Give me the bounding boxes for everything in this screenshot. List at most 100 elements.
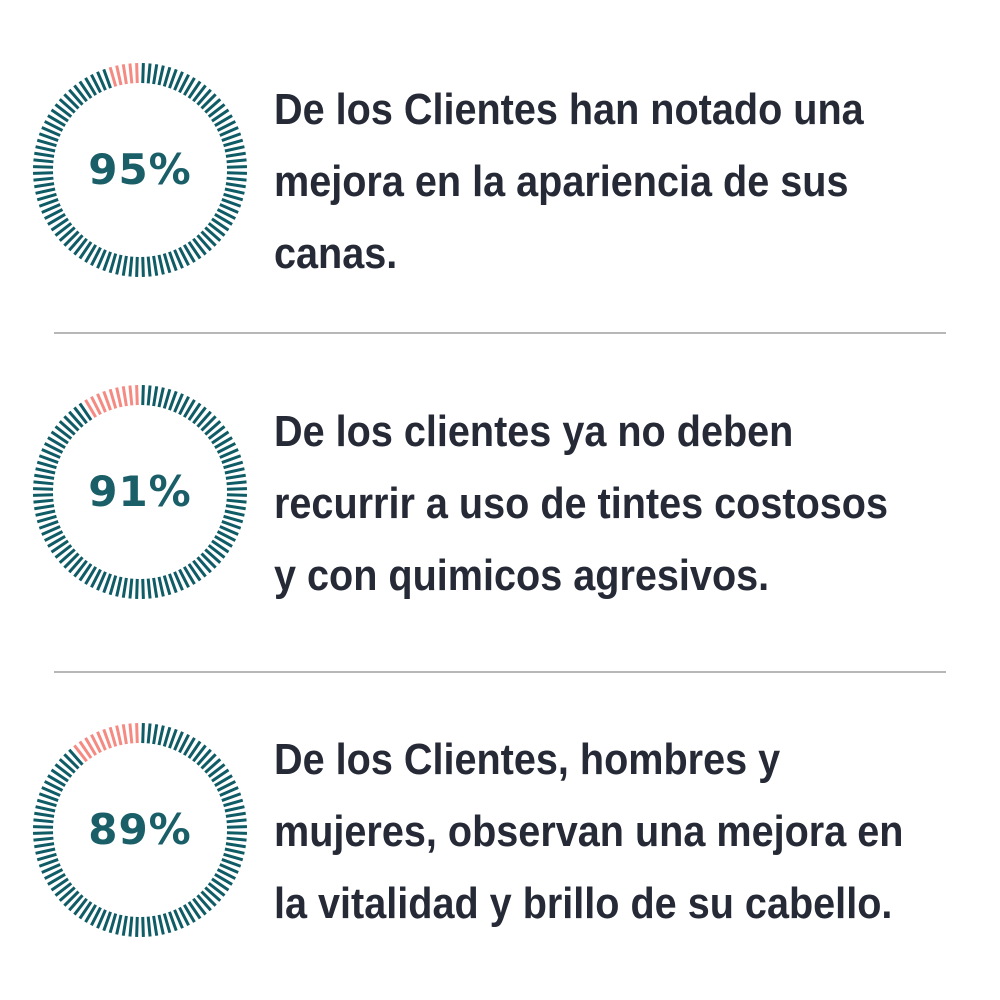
ring-tick-filled — [196, 556, 212, 574]
ring-tick-filled — [223, 138, 244, 148]
ring-tick-filled — [196, 88, 212, 106]
ring-tick-filled — [182, 566, 196, 585]
ring-tick-filled — [192, 406, 207, 425]
stat-description: De los clientes ya no deben recurrir a u… — [274, 407, 888, 600]
ring-tick-filled — [33, 176, 54, 182]
ring-tick-filled — [33, 165, 54, 169]
ring-tick-filled — [211, 539, 230, 554]
ring-tick-filled — [216, 120, 237, 132]
ring-tick-remaining — [78, 740, 93, 759]
ring-tick-remaining — [128, 723, 134, 744]
ring-tick-filled — [182, 904, 196, 923]
ring-tick-filled — [36, 460, 57, 470]
ring-tick-filled — [214, 774, 233, 788]
ring-tick-filled — [115, 914, 123, 935]
ring-tick-filled — [207, 103, 226, 118]
ring-tick-filled — [162, 726, 172, 747]
ring-tick-filled — [47, 534, 66, 548]
ring-tick-remaining — [121, 64, 128, 85]
ring-tick-filled — [41, 863, 61, 874]
ring-tick-filled — [157, 576, 165, 597]
ring-tick-filled — [63, 93, 80, 110]
ring-tick-filled — [219, 863, 239, 874]
ring-tick-filled — [152, 255, 159, 276]
ring-tick-filled — [182, 244, 196, 263]
ring-tick-filled — [36, 852, 57, 862]
ring-tick-filled — [43, 442, 64, 454]
ring-tick-filled — [84, 77, 98, 96]
ring-tick-filled — [204, 420, 222, 436]
ring-tick-filled — [226, 487, 247, 491]
ring-tick-filled — [68, 88, 84, 106]
ring-tick-filled — [63, 415, 80, 432]
ring-tick-filled — [219, 448, 239, 459]
percent-ring-graphic — [33, 63, 247, 277]
ring-tick-filled — [224, 847, 245, 855]
ring-tick-filled — [36, 798, 57, 808]
ring-tick-filled — [34, 151, 55, 158]
ring-tick-filled — [211, 430, 230, 445]
ring-tick-filled — [58, 98, 76, 114]
ring-tick-filled — [178, 395, 190, 416]
ring-tick-filled — [121, 255, 128, 276]
ring-tick-filled — [157, 387, 165, 408]
ring-tick-filled — [128, 256, 134, 277]
ring-tick-filled — [187, 80, 202, 99]
ring-tick-filled — [192, 237, 207, 256]
ring-tick-filled — [68, 234, 84, 252]
ring-tick-filled — [226, 171, 247, 175]
ring-tick-filled — [78, 402, 93, 421]
ring-tick-filled — [41, 126, 61, 137]
ring-tick-remaining — [108, 726, 118, 747]
ring-tick-filled — [146, 916, 152, 937]
ring-tick-filled — [223, 514, 244, 524]
ring-tick-filled — [102, 251, 112, 272]
percent-value: 89% — [88, 805, 192, 854]
ring-tick-filled — [204, 758, 222, 774]
ring-tick-filled — [223, 852, 244, 862]
ring-tick-remaining — [135, 723, 139, 744]
ring-tick-filled — [226, 176, 247, 182]
ring-tick-filled — [211, 768, 230, 783]
ring-tick-filled — [36, 138, 57, 148]
ring-tick-filled — [187, 901, 202, 920]
ring-tick-filled — [221, 132, 242, 142]
ring-tick-filled — [187, 740, 202, 759]
ring-tick-filled — [211, 877, 230, 892]
ring-tick-filled — [41, 786, 61, 797]
ring-tick-filled — [223, 192, 244, 202]
ring-tick-filled — [178, 733, 190, 754]
ring-tick-filled — [187, 402, 202, 421]
percent-ring: 95% — [30, 60, 250, 280]
ring-tick-filled — [58, 886, 76, 902]
percent-value: 91% — [88, 467, 192, 516]
ring-tick-filled — [33, 831, 54, 835]
ring-tick-filled — [216, 780, 237, 792]
ring-tick-filled — [115, 576, 123, 597]
ring-tick-filled — [219, 203, 239, 214]
ring-tick-filled — [43, 780, 64, 792]
ring-tick-filled — [50, 430, 69, 445]
ring-tick-filled — [214, 534, 233, 548]
ring-tick-filled — [90, 73, 102, 94]
ring-tick-filled — [178, 906, 190, 927]
ring-tick-filled — [192, 744, 207, 763]
ring-tick-filled — [63, 753, 80, 770]
ring-tick-filled — [41, 448, 61, 459]
ring-tick-filled — [204, 98, 222, 114]
ring-tick-filled — [47, 212, 66, 226]
percent-value: 95% — [88, 145, 192, 194]
ring-tick-filled — [211, 108, 230, 123]
ring-tick-filled — [168, 68, 178, 89]
ring-tick-filled — [204, 886, 222, 902]
ring-tick-filled — [187, 241, 202, 260]
ring-tick-filled — [214, 114, 233, 128]
ring-tick-filled — [152, 577, 159, 598]
ring-tick-filled — [200, 415, 217, 432]
ring-tick-filled — [35, 145, 56, 153]
ring-tick-remaining — [108, 388, 118, 409]
ring-tick-remaining — [84, 737, 98, 756]
ring-tick-filled — [200, 552, 217, 569]
ring-tick-filled — [50, 768, 69, 783]
ring-tick-filled — [219, 786, 239, 797]
